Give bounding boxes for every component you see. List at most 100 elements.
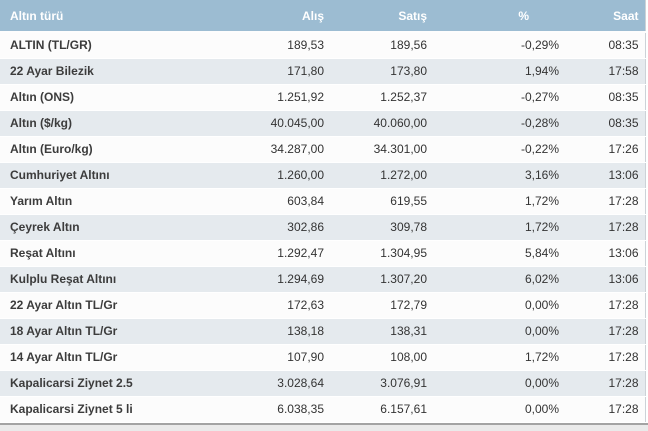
cell-time: 17:28 bbox=[565, 344, 645, 371]
cell-gold-type: 18 Ayar Altın TL/Gr bbox=[0, 318, 210, 345]
table-header: Altın türü Alış Satış % Saat bbox=[0, 0, 645, 33]
cell-gold-type: Altın (ONS) bbox=[0, 84, 210, 111]
cell-gold-type: Kulplu Reşat Altını bbox=[0, 266, 210, 293]
cell-time: 08:35 bbox=[565, 110, 645, 137]
gold-prices-table: Altın türü Alış Satış % Saat ALTIN (TL/G… bbox=[0, 0, 646, 423]
cell-sell-price: 6.157,61 bbox=[330, 396, 433, 423]
cell-gold-type: 22 Ayar Bilezik bbox=[0, 58, 210, 85]
cell-sell-price: 173,80 bbox=[330, 58, 433, 85]
cell-time: 17:28 bbox=[565, 292, 645, 319]
table-body: ALTIN (TL/GR) 189,53 189,56 -0,29% 08:35… bbox=[0, 32, 645, 423]
cell-time: 08:35 bbox=[565, 32, 645, 59]
cell-gold-type: Çeyrek Altın bbox=[0, 214, 210, 241]
cell-percent-change: -0,28% bbox=[433, 110, 565, 137]
table-row: 22 Ayar Altın TL/Gr 172,63 172,79 0,00% … bbox=[0, 292, 645, 319]
cell-sell-price: 138,31 bbox=[330, 318, 433, 345]
cell-sell-price: 619,55 bbox=[330, 188, 433, 215]
cell-buy-price: 603,84 bbox=[210, 188, 330, 215]
page-bottom-gutter bbox=[0, 424, 648, 431]
cell-sell-price: 1.272,00 bbox=[330, 162, 433, 189]
table-row: Reşat Altını 1.292,47 1.304,95 5,84% 13:… bbox=[0, 240, 645, 267]
cell-sell-price: 1.252,37 bbox=[330, 84, 433, 111]
cell-time: 17:28 bbox=[565, 318, 645, 345]
cell-time: 17:28 bbox=[565, 396, 645, 423]
cell-time: 08:35 bbox=[565, 84, 645, 111]
cell-sell-price: 3.076,91 bbox=[330, 370, 433, 397]
cell-time: 17:26 bbox=[565, 136, 645, 163]
cell-buy-price: 171,80 bbox=[210, 58, 330, 85]
cell-time: 13:06 bbox=[565, 266, 645, 293]
cell-time: 17:58 bbox=[565, 58, 645, 85]
cell-percent-change: 1,94% bbox=[433, 58, 565, 85]
cell-percent-change: 0,00% bbox=[433, 292, 565, 319]
cell-sell-price: 1.304,95 bbox=[330, 240, 433, 267]
table-row: Kapalicarsi Ziynet 2.5 3.028,64 3.076,91… bbox=[0, 370, 645, 397]
cell-percent-change: 0,00% bbox=[433, 370, 565, 397]
cell-percent-change: 5,84% bbox=[433, 240, 565, 267]
cell-time: 17:28 bbox=[565, 188, 645, 215]
cell-time: 13:06 bbox=[565, 240, 645, 267]
cell-buy-price: 107,90 bbox=[210, 344, 330, 371]
cell-gold-type: Altın ($/kg) bbox=[0, 110, 210, 137]
cell-buy-price: 189,53 bbox=[210, 32, 330, 59]
column-header-sell: Satış bbox=[330, 0, 433, 33]
cell-gold-type: Cumhuriyet Altını bbox=[0, 162, 210, 189]
table-row: ALTIN (TL/GR) 189,53 189,56 -0,29% 08:35 bbox=[0, 32, 645, 59]
cell-buy-price: 172,63 bbox=[210, 292, 330, 319]
cell-sell-price: 34.301,00 bbox=[330, 136, 433, 163]
cell-buy-price: 302,86 bbox=[210, 214, 330, 241]
table-row: Altın ($/kg) 40.045,00 40.060,00 -0,28% … bbox=[0, 110, 645, 137]
column-header-buy: Alış bbox=[210, 0, 330, 33]
cell-gold-type: Reşat Altını bbox=[0, 240, 210, 267]
cell-percent-change: 0,00% bbox=[433, 396, 565, 423]
table-row: Altın (Euro/kg) 34.287,00 34.301,00 -0,2… bbox=[0, 136, 645, 163]
cell-gold-type: Yarım Altın bbox=[0, 188, 210, 215]
cell-time: 13:06 bbox=[565, 162, 645, 189]
cell-percent-change: 6,02% bbox=[433, 266, 565, 293]
table-bottom-border bbox=[0, 422, 648, 425]
column-header-percent: % bbox=[433, 0, 565, 33]
cell-buy-price: 40.045,00 bbox=[210, 110, 330, 137]
cell-gold-type: ALTIN (TL/GR) bbox=[0, 32, 210, 59]
cell-sell-price: 40.060,00 bbox=[330, 110, 433, 137]
cell-time: 17:28 bbox=[565, 214, 645, 241]
cell-gold-type: 22 Ayar Altın TL/Gr bbox=[0, 292, 210, 319]
cell-buy-price: 6.038,35 bbox=[210, 396, 330, 423]
cell-percent-change: 3,16% bbox=[433, 162, 565, 189]
table-row: Çeyrek Altın 302,86 309,78 1,72% 17:28 bbox=[0, 214, 645, 241]
cell-gold-type: Kapalicarsi Ziynet 5 li bbox=[0, 396, 210, 423]
cell-time: 17:28 bbox=[565, 370, 645, 397]
cell-buy-price: 1.260,00 bbox=[210, 162, 330, 189]
table-row: Kapalicarsi Ziynet 5 li 6.038,35 6.157,6… bbox=[0, 396, 645, 423]
cell-percent-change: 1,72% bbox=[433, 188, 565, 215]
cell-percent-change: -0,27% bbox=[433, 84, 565, 111]
table-row: 22 Ayar Bilezik 171,80 173,80 1,94% 17:5… bbox=[0, 58, 645, 85]
header-row: Altın türü Alış Satış % Saat bbox=[0, 0, 645, 33]
cell-percent-change: -0,29% bbox=[433, 32, 565, 59]
cell-sell-price: 309,78 bbox=[330, 214, 433, 241]
cell-percent-change: 1,72% bbox=[433, 344, 565, 371]
cell-sell-price: 189,56 bbox=[330, 32, 433, 59]
cell-gold-type: 14 Ayar Altın TL/Gr bbox=[0, 344, 210, 371]
cell-buy-price: 138,18 bbox=[210, 318, 330, 345]
table-row: 14 Ayar Altın TL/Gr 107,90 108,00 1,72% … bbox=[0, 344, 645, 371]
cell-percent-change: -0,22% bbox=[433, 136, 565, 163]
cell-gold-type: Kapalicarsi Ziynet 2.5 bbox=[0, 370, 210, 397]
cell-buy-price: 1.251,92 bbox=[210, 84, 330, 111]
cell-sell-price: 108,00 bbox=[330, 344, 433, 371]
cell-percent-change: 1,72% bbox=[433, 214, 565, 241]
cell-sell-price: 172,79 bbox=[330, 292, 433, 319]
table-row: 18 Ayar Altın TL/Gr 138,18 138,31 0,00% … bbox=[0, 318, 645, 345]
cell-percent-change: 0,00% bbox=[433, 318, 565, 345]
cell-buy-price: 3.028,64 bbox=[210, 370, 330, 397]
cell-buy-price: 1.292,47 bbox=[210, 240, 330, 267]
column-header-time: Saat bbox=[565, 0, 645, 33]
cell-buy-price: 1.294,69 bbox=[210, 266, 330, 293]
table-row: Cumhuriyet Altını 1.260,00 1.272,00 3,16… bbox=[0, 162, 645, 189]
table-row: Yarım Altın 603,84 619,55 1,72% 17:28 bbox=[0, 188, 645, 215]
cell-sell-price: 1.307,20 bbox=[330, 266, 433, 293]
cell-gold-type: Altın (Euro/kg) bbox=[0, 136, 210, 163]
table-row: Altın (ONS) 1.251,92 1.252,37 -0,27% 08:… bbox=[0, 84, 645, 111]
table-row: Kulplu Reşat Altını 1.294,69 1.307,20 6,… bbox=[0, 266, 645, 293]
